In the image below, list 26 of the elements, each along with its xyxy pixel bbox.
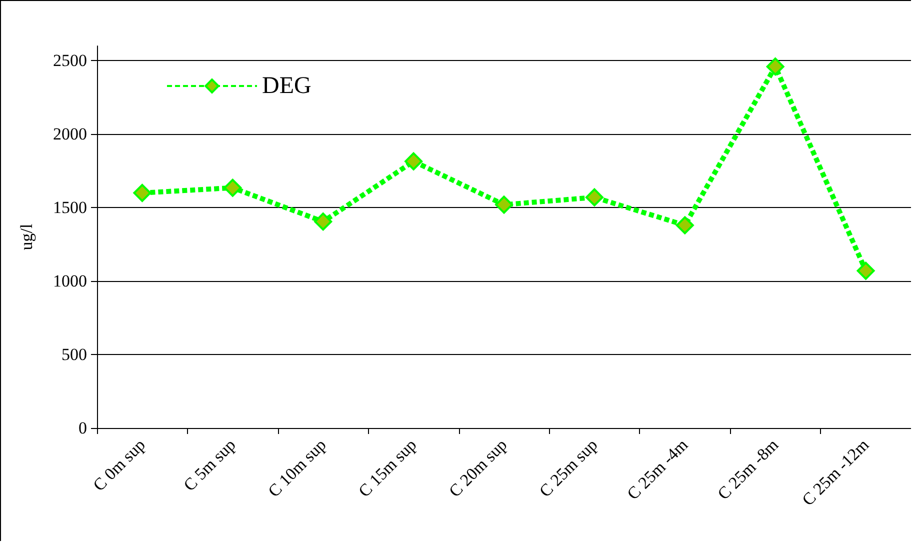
x-tick-label: C 25m -12m <box>798 435 872 510</box>
y-axis-title: ug/l <box>17 224 36 250</box>
y-tick-label: 2500 <box>53 51 87 70</box>
point <box>314 212 332 231</box>
point <box>495 196 513 214</box>
y-tick-label: 1000 <box>53 272 87 291</box>
x-tick-label: C 25m -4m <box>623 435 692 504</box>
x-tick-label: C 0m sup <box>89 435 149 495</box>
x-tick-label: C 20m sup <box>445 435 511 501</box>
x-tick-label: C 5m sup <box>180 435 240 495</box>
x-tick-label: C 25m sup <box>536 435 602 501</box>
point <box>224 178 242 197</box>
point <box>676 216 694 234</box>
y-tick-label: 500 <box>62 345 87 364</box>
y-tick-label: 0 <box>78 418 87 438</box>
x-tick-label: C 15m sup <box>354 435 420 501</box>
point <box>856 262 875 280</box>
point <box>766 58 784 76</box>
legend-label: DEG <box>262 73 312 99</box>
point <box>404 152 423 170</box>
x-tick-label: C 10m sup <box>264 435 330 501</box>
point <box>585 188 604 206</box>
y-tick-label: 1500 <box>53 198 87 218</box>
y-tick-label: 2000 <box>53 124 87 144</box>
x-tick-label: C 25m -8m <box>714 435 782 504</box>
point <box>133 184 152 202</box>
